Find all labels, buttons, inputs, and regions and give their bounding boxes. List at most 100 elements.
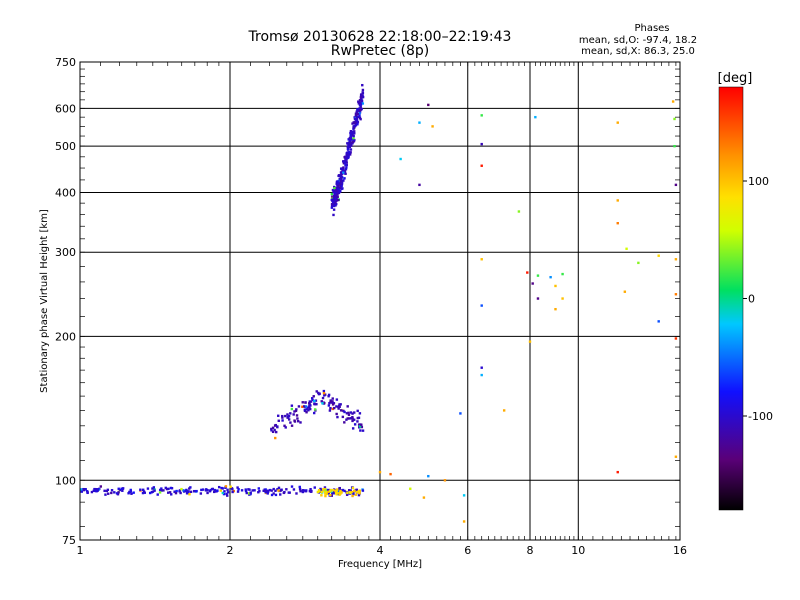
data-point — [480, 142, 483, 146]
data-point — [352, 139, 355, 142]
data-point — [348, 145, 352, 149]
data-point — [350, 138, 354, 141]
data-point — [337, 489, 341, 493]
data-point — [129, 488, 132, 492]
data-point — [336, 491, 340, 494]
data-point — [389, 472, 392, 476]
data-point — [308, 400, 311, 403]
data-point — [304, 489, 307, 492]
data-point — [352, 131, 355, 135]
data-point — [358, 425, 362, 428]
x-axis-label: Frequency [MHz] — [338, 559, 422, 570]
data-point — [324, 393, 327, 396]
data-point — [219, 489, 222, 492]
data-point — [335, 186, 338, 190]
data-point — [517, 210, 521, 213]
data-point — [331, 188, 335, 192]
data-point — [328, 409, 332, 412]
phase-stats-o: mean, sd,O: -97.4, 18.2 — [579, 35, 697, 46]
data-point — [158, 488, 162, 492]
data-point — [343, 171, 347, 174]
data-point — [335, 412, 338, 416]
data-point — [319, 487, 322, 491]
data-point — [345, 163, 348, 167]
data-point — [314, 399, 318, 402]
data-point — [271, 430, 275, 434]
data-point — [226, 491, 230, 494]
data-point — [320, 400, 323, 403]
data-point — [361, 83, 364, 87]
data-point — [616, 121, 619, 124]
data-point — [158, 491, 162, 494]
data-point — [293, 410, 296, 413]
data-point — [249, 492, 252, 496]
data-point — [422, 496, 426, 499]
data-point — [287, 418, 291, 421]
data-point — [330, 192, 334, 196]
data-point — [185, 489, 188, 493]
data-point — [240, 489, 244, 492]
data-point — [337, 198, 340, 202]
data-point — [321, 488, 325, 491]
data-point — [301, 490, 305, 494]
data-point — [459, 412, 462, 415]
data-point — [331, 492, 334, 495]
data-point — [323, 401, 326, 405]
data-point — [344, 163, 347, 167]
data-point — [208, 490, 212, 493]
data-point — [353, 130, 356, 133]
data-point — [206, 491, 209, 495]
data-point — [354, 114, 358, 117]
data-point — [337, 182, 340, 185]
data-point — [330, 202, 334, 206]
data-point — [462, 520, 466, 523]
data-point — [336, 195, 339, 199]
data-point — [409, 487, 412, 490]
data-point — [355, 490, 359, 494]
data-point — [160, 489, 163, 492]
data-point — [418, 183, 421, 187]
data-point — [345, 412, 349, 415]
data-point — [86, 491, 89, 495]
data-point — [308, 405, 311, 408]
data-point — [281, 414, 284, 418]
data-point — [313, 486, 316, 489]
data-point — [299, 421, 302, 424]
data-point — [132, 491, 135, 494]
x-tick-label: 4 — [377, 544, 384, 557]
data-point — [337, 405, 340, 409]
data-point — [341, 167, 344, 170]
data-point — [295, 414, 299, 417]
data-point — [270, 427, 273, 431]
data-point — [351, 419, 354, 423]
data-point — [286, 413, 289, 416]
data-point — [294, 409, 298, 413]
data-point — [313, 402, 316, 406]
data-point — [85, 490, 89, 493]
data-point — [355, 117, 359, 121]
data-point — [346, 147, 350, 151]
data-point — [205, 488, 208, 491]
data-point — [270, 429, 273, 432]
data-point — [276, 425, 279, 428]
data-point — [339, 182, 343, 185]
data-point — [343, 410, 346, 414]
data-point — [274, 493, 278, 497]
data-point — [349, 491, 352, 495]
data-point — [361, 88, 365, 92]
x-tick-label: 10 — [571, 544, 585, 557]
data-point — [359, 108, 362, 112]
data-point — [359, 103, 363, 106]
data-point — [326, 490, 330, 494]
data-point — [299, 489, 302, 493]
data-point — [152, 486, 156, 489]
data-point — [673, 117, 676, 121]
data-point — [178, 489, 182, 492]
data-point — [174, 491, 178, 495]
data-point — [342, 171, 345, 174]
data-point — [333, 194, 336, 198]
data-point — [674, 337, 678, 340]
data-point — [351, 486, 355, 490]
data-point — [350, 490, 353, 494]
